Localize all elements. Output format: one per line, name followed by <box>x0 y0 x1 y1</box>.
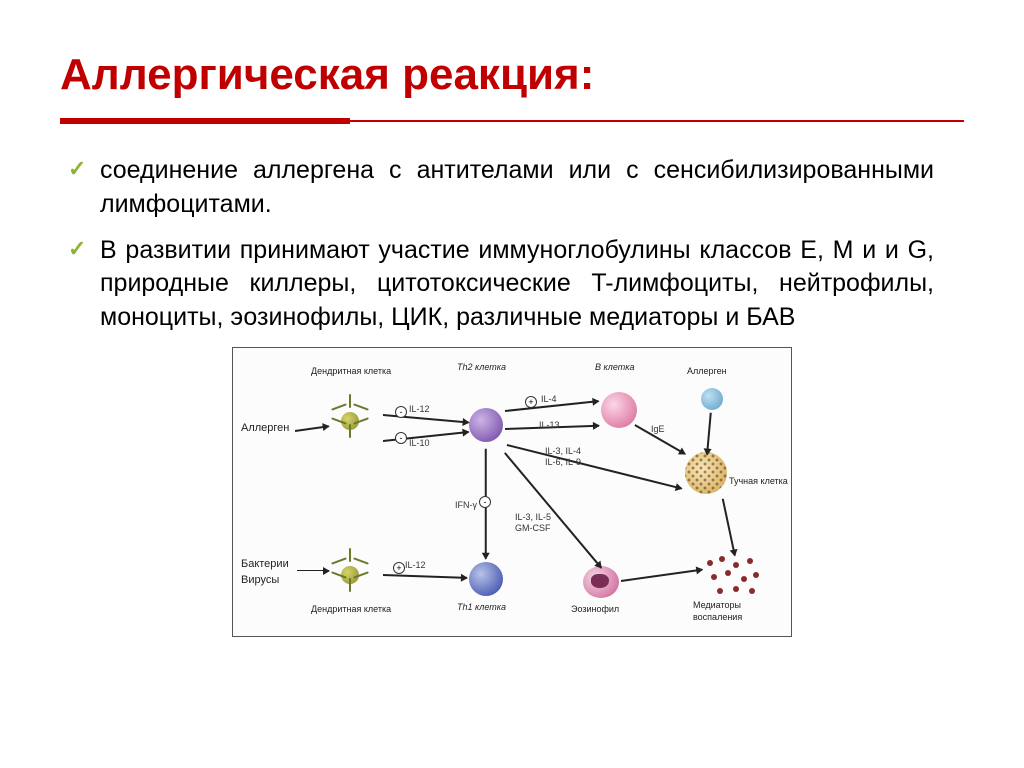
bullet-list: соединение аллергена с антителами или с … <box>60 154 964 335</box>
slide-title: Аллергическая реакция: <box>60 50 964 100</box>
bullet-item: соединение аллергена с антителами или с … <box>100 154 964 222</box>
bullet-item: В развитии принимают участие иммуноглобу… <box>100 234 964 335</box>
allergy-diagram: АллергенДендритная клеткаTh2 клеткаB кле… <box>232 347 792 637</box>
title-underline <box>60 118 964 124</box>
